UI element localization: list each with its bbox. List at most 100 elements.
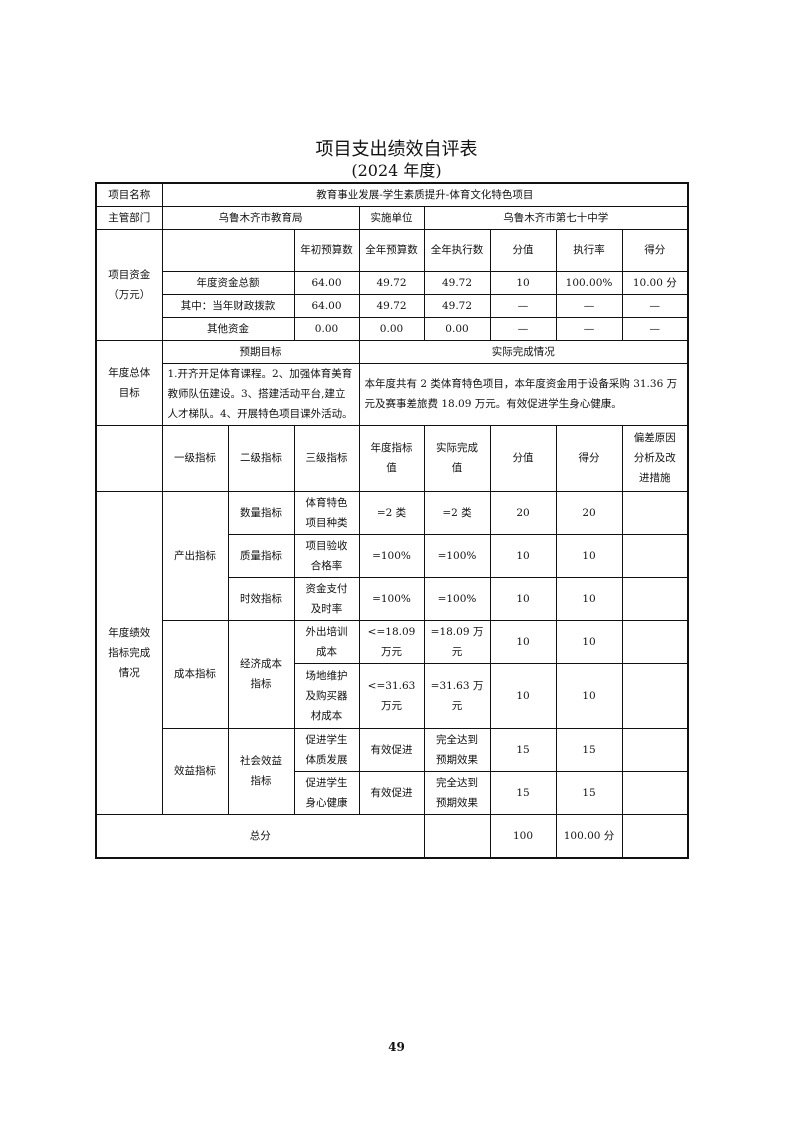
funds-cell: 10 <box>489 270 557 295</box>
indicator-row: 成本指标 经济成本指标 外出培训成本 <=18.09 万元 =18.09 万元 … <box>96 619 689 729</box>
level2-timeliness: 时效指标 <box>227 576 295 621</box>
indicator-row: 促进学生身心健康 有效促进 完全达到预期效果 15 15 <box>96 770 689 815</box>
target-value: =100% <box>358 533 425 578</box>
level3: 促进学生体质发展 <box>293 727 360 772</box>
indicator-header: 得分 <box>555 424 623 492</box>
project-name-label: 项目名称 <box>95 182 163 207</box>
level3: 项目验收合格率 <box>293 533 360 578</box>
level1-output: 产出指标 <box>161 490 229 621</box>
actual-value: =100% <box>423 533 491 578</box>
funds-blank <box>161 228 295 272</box>
score: 10 <box>555 576 623 621</box>
goals-header-row: 年度总体目标 预期目标 实际完成情况 <box>95 339 689 426</box>
actual-value: 完全达到预期效果 <box>423 770 491 815</box>
total-blank <box>423 813 491 859</box>
actual-result-label: 实际完成情况 <box>358 339 689 364</box>
level3: 资金支付及时率 <box>293 576 360 621</box>
actual-value: =2 类 <box>423 490 491 535</box>
document-title: 项目支出绩效自评表 <box>315 139 478 160</box>
indicator-header-blank <box>95 424 163 492</box>
score: 15 <box>555 770 623 815</box>
score: 10 <box>555 619 623 664</box>
actual-result-text: 本年度共有 2 类体育特色项目，本年度资金用于设备采购 31.36 万元及赛事差… <box>358 362 689 426</box>
funds-cell: 64.00 <box>293 270 360 295</box>
expected-goal-label: 预期目标 <box>161 339 360 364</box>
funds-cell: 0.00 <box>358 316 425 341</box>
funds-cell: 49.72 <box>358 270 425 295</box>
funds-cell: — <box>555 293 623 318</box>
funds-header: 年初预算数 <box>293 228 360 272</box>
funds-header: 全年执行数 <box>423 228 491 272</box>
level3: 场地维护及购买器材成本 <box>293 662 360 729</box>
target-value: =2 类 <box>358 490 425 535</box>
department-row: 主管部门 乌鲁木齐市教育局 实施单位 乌鲁木齐市第七十中学 <box>95 205 689 230</box>
score-value: 15 <box>489 770 557 815</box>
indicator-header: 偏差原因分析及改进措施 <box>621 424 689 492</box>
score-value: 20 <box>489 490 557 535</box>
document-subtitle: (2024 年度) <box>351 161 442 180</box>
level2-social-benefit: 社会效益指标 <box>227 727 295 815</box>
level3: 促进学生身心健康 <box>293 770 360 815</box>
target-value: 有效促进 <box>358 727 425 772</box>
expected-goal-text: 1.开齐开足体育课程。2、加强体育美育教师队伍建设。3、搭建活动平台,建立人才梯… <box>161 362 360 426</box>
funds-row-label: 其中：当年财政拨款 <box>161 293 295 318</box>
funds-row-label: 年度资金总额 <box>161 270 295 295</box>
page-number: 49 <box>388 1040 405 1054</box>
funds-cell: 49.72 <box>423 270 491 295</box>
funds-row: 其中：当年财政拨款 64.00 49.72 49.72 — — — <box>96 293 689 318</box>
funds-cell: 100.00% <box>555 270 623 295</box>
funds-row: 其他资金 0.00 0.00 0.00 — — — <box>96 316 689 341</box>
level1-benefit: 效益指标 <box>161 727 229 815</box>
performance-table: 项目名称 教育事业发展-学生素质提升-体育文化特色项目 主管部门 乌鲁木齐市教育… <box>95 182 690 859</box>
actual-value: =18.09 万元 <box>423 619 491 664</box>
score: 15 <box>555 727 623 772</box>
indicator-header: 一级指标 <box>161 424 229 492</box>
score-value: 10 <box>489 619 557 664</box>
unit-label: 实施单位 <box>358 205 425 230</box>
unit-value: 乌鲁木齐市第七十中学 <box>423 205 689 230</box>
level1-cost: 成本指标 <box>161 619 229 729</box>
level2-quality: 质量指标 <box>227 533 295 578</box>
score: 10 <box>555 533 623 578</box>
funds-cell: — <box>489 293 557 318</box>
funds-header: 得分 <box>621 228 689 272</box>
funds-cell: 64.00 <box>293 293 360 318</box>
note <box>621 533 689 578</box>
indicator-row: 场地维护及购买器材成本 <=31.63 万元 =31.63 万元 10 10 <box>96 662 689 729</box>
funds-cell: — <box>555 316 623 341</box>
indicator-header: 分值 <box>489 424 557 492</box>
note <box>621 770 689 815</box>
indicator-row: 质量指标 项目验收合格率 =100% =100% 10 10 <box>96 533 689 578</box>
score-value: 15 <box>489 727 557 772</box>
level2-economic-cost: 经济成本指标 <box>227 619 295 729</box>
level2-quantity: 数量指标 <box>227 490 295 535</box>
level3: 外出培训成本 <box>293 619 360 664</box>
total-score: 100.00 分 <box>555 813 623 859</box>
funds-header-row: 项目资金（万元） 年初预算数 全年预算数 全年执行数 分值 执行率 得分 <box>95 228 689 341</box>
funds-header: 分值 <box>489 228 557 272</box>
total-label: 总分 <box>95 813 425 859</box>
note <box>621 727 689 772</box>
funds-cell: — <box>621 316 689 341</box>
indicator-header: 实际完成值 <box>423 424 491 492</box>
note <box>621 662 689 729</box>
indicator-header: 三级指标 <box>293 424 360 492</box>
funds-cell: — <box>621 293 689 318</box>
score: 20 <box>555 490 623 535</box>
funds-header: 全年预算数 <box>358 228 425 272</box>
indicator-header: 二级指标 <box>227 424 295 492</box>
project-name-row: 项目名称 教育事业发展-学生素质提升-体育文化特色项目 <box>95 182 689 207</box>
actual-value: =100% <box>423 576 491 621</box>
note <box>621 576 689 621</box>
score-value: 10 <box>489 662 557 729</box>
dept-label: 主管部门 <box>95 205 163 230</box>
total-row: 总分 100 100.00 分 <box>95 813 689 859</box>
actual-value: =31.63 万元 <box>423 662 491 729</box>
score: 10 <box>555 662 623 729</box>
goals-label: 年度总体目标 <box>95 339 163 426</box>
note <box>621 619 689 664</box>
funds-label: 项目资金（万元） <box>95 228 163 341</box>
indicator-header-row: 一级指标 二级指标 三级指标 年度指标值 实际完成值 分值 得分 偏差原因分析及… <box>95 424 689 492</box>
funds-cell: 0.00 <box>293 316 360 341</box>
funds-row: 年度资金总额 64.00 49.72 49.72 10 100.00% 10.0… <box>96 270 689 295</box>
